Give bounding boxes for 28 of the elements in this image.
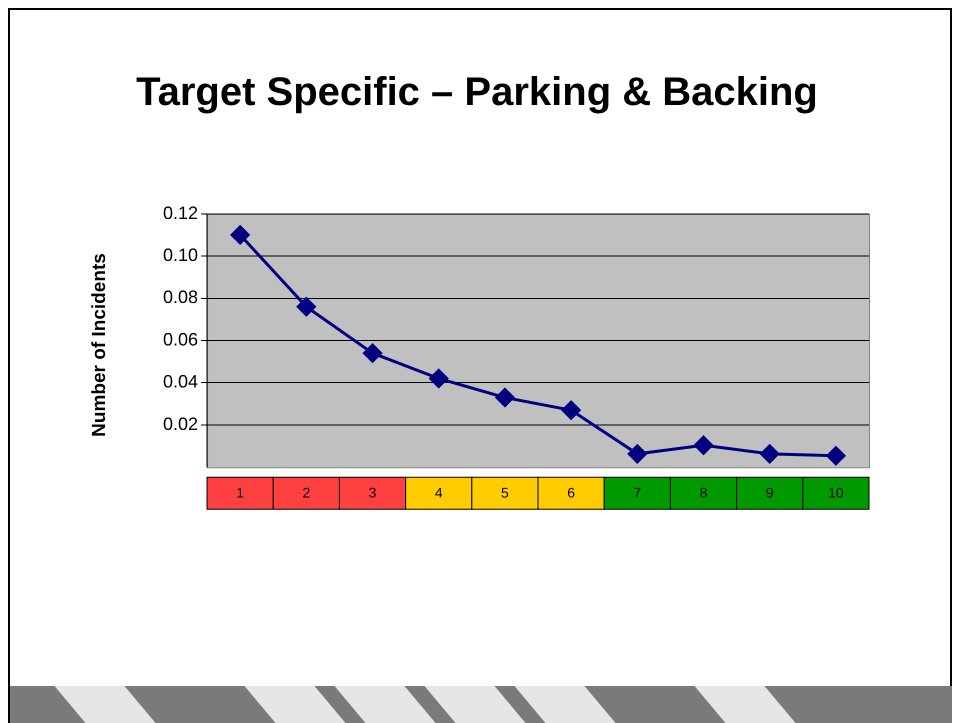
- point: [760, 444, 780, 464]
- y-tick-label: 0.12: [162, 202, 198, 223]
- x-tick-label: 5: [501, 484, 510, 500]
- point: [296, 297, 316, 316]
- point: [495, 388, 514, 408]
- x-tick-label: 1: [236, 484, 244, 500]
- x-tick-label: 3: [368, 484, 377, 500]
- point: [826, 446, 846, 466]
- x-tick-label: 6: [567, 484, 576, 500]
- point: [429, 369, 448, 388]
- x-tick-label: 7: [633, 484, 642, 500]
- x-tick-label: 8: [700, 484, 708, 500]
- point: [363, 344, 382, 363]
- x-tick-label: 9: [766, 484, 774, 500]
- y-axis-title: Number of Incidents: [89, 253, 111, 437]
- y-tick-label: 0.08: [162, 287, 198, 308]
- point: [628, 444, 647, 464]
- y-tick-label: 0.02: [162, 414, 198, 434]
- y-tick-label: 0.04: [162, 372, 198, 392]
- point: [694, 436, 714, 455]
- chart-title: Target Specific – Parking & Backing: [135, 70, 819, 115]
- x-tick-label: 4: [434, 484, 443, 500]
- point: [230, 225, 250, 244]
- x-tick-label: 10: [828, 484, 844, 500]
- y-tick-label: 0.10: [162, 245, 198, 265]
- x-tick-label: 2: [302, 484, 310, 500]
- y-tick-label: 0.06: [162, 329, 198, 350]
- point: [562, 400, 581, 420]
